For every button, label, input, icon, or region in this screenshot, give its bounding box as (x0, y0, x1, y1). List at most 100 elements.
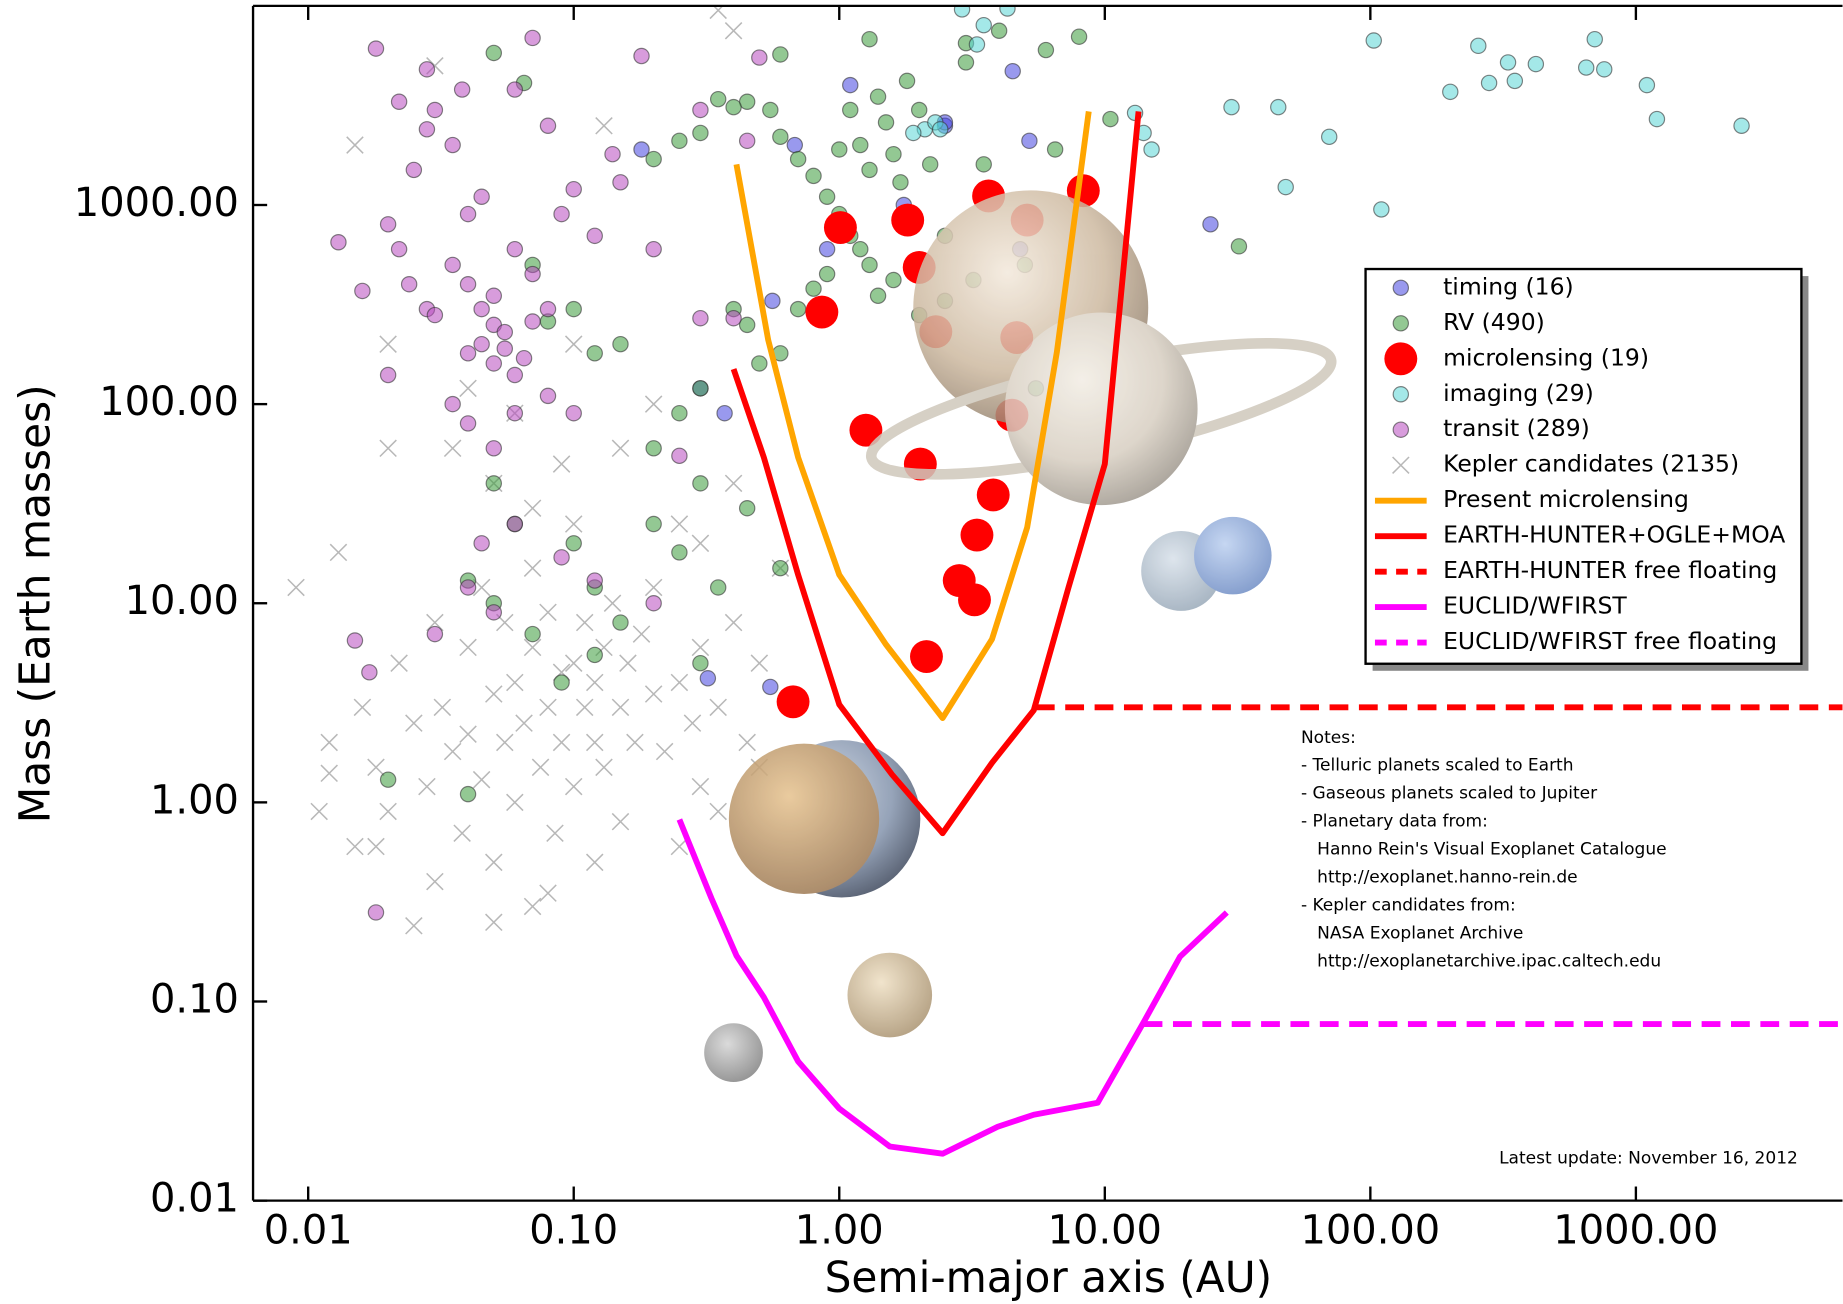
kepler-marker (426, 872, 444, 891)
update-note: Latest update: November 16, 2012 (1499, 1148, 1798, 1168)
point (367, 904, 385, 921)
legend-label: Present microlensing (1443, 485, 1689, 513)
kepler-marker (564, 654, 583, 672)
point (418, 121, 436, 138)
kepler-marker (506, 793, 524, 812)
kepler-marker (626, 733, 644, 752)
y-tick-label: 1000.00 (74, 180, 239, 226)
kepler-marker (595, 758, 613, 777)
point (1577, 59, 1595, 76)
point (633, 141, 650, 158)
point (1527, 55, 1545, 73)
point (892, 174, 909, 191)
kepler-marker (523, 638, 542, 657)
kepler-marker (472, 770, 491, 789)
x-tick-label: 1.00 (795, 1207, 884, 1253)
point (1230, 238, 1248, 255)
kepler-marker (367, 837, 385, 856)
point (379, 771, 397, 788)
point (975, 156, 992, 173)
kepler-marker (472, 578, 491, 597)
note-line: - Telluric planets scaled to Earth (1301, 756, 1574, 776)
kepler-marker (379, 802, 397, 821)
point (910, 640, 943, 673)
kepler-marker (329, 543, 348, 562)
point (818, 188, 836, 205)
kepler-marker (709, 5, 727, 20)
axes (251, 4, 1843, 1202)
point (496, 323, 514, 341)
kepler-marker (670, 515, 689, 533)
point (877, 114, 895, 131)
point (426, 625, 444, 643)
point (379, 366, 397, 384)
kepler-marker (459, 379, 477, 398)
point (539, 117, 557, 134)
point (485, 440, 503, 457)
kepler-marker (670, 673, 689, 692)
kepler-marker (564, 515, 583, 533)
legend-marker (1392, 315, 1410, 332)
kepler-marker (287, 578, 305, 597)
point (444, 256, 461, 274)
point (346, 632, 364, 649)
point (891, 203, 925, 237)
point (869, 88, 887, 105)
point (671, 405, 688, 422)
point (968, 36, 986, 53)
curve (676, 818, 1229, 1157)
point (459, 785, 477, 803)
point (999, 5, 1016, 17)
kepler-marker (595, 116, 613, 135)
legend-label: EARTH-HUNTER+OGLE+MOA (1443, 521, 1785, 549)
point (772, 128, 789, 146)
point (361, 664, 378, 681)
legend-label: Kepler candidates (2135) (1443, 450, 1739, 478)
point (898, 72, 916, 90)
kepler-marker (670, 837, 689, 856)
note-line: http://exoplanet.hanno-rein.de (1301, 868, 1578, 888)
legend: timing (16) RV (490) microlensing (19) imag… (1364, 267, 1809, 671)
kepler-marker (552, 733, 571, 752)
kepler-marker (418, 777, 436, 796)
kepler-marker (611, 812, 630, 831)
point (405, 161, 423, 179)
point (818, 240, 836, 258)
point (524, 265, 541, 283)
kepler-marker (552, 455, 571, 473)
kepler-marker (390, 654, 408, 672)
point (861, 161, 878, 179)
point (1102, 110, 1119, 128)
kepler-marker (564, 777, 583, 796)
point (586, 345, 603, 362)
point (842, 76, 859, 94)
point (1442, 83, 1459, 101)
point (716, 405, 733, 422)
point (869, 287, 887, 305)
kepler-marker (724, 613, 743, 632)
point (910, 101, 928, 119)
point (506, 515, 524, 533)
point (958, 583, 991, 617)
point (645, 515, 662, 533)
point (831, 141, 848, 158)
point (565, 181, 582, 198)
point (692, 101, 709, 119)
point (776, 685, 810, 719)
point (330, 234, 347, 251)
point (738, 316, 756, 334)
point (849, 413, 883, 447)
legend-label: transit (289) (1443, 414, 1590, 442)
point (1070, 28, 1088, 45)
point (1046, 141, 1064, 158)
x-tick-label: 0.10 (529, 1207, 618, 1253)
point (354, 282, 371, 300)
point (885, 271, 902, 289)
point (842, 101, 859, 119)
legend-marker (1384, 342, 1418, 376)
kepler-marker (750, 654, 769, 672)
point (645, 150, 662, 168)
point (612, 335, 629, 353)
kepler-marker (683, 714, 702, 732)
note-line: NASA Exoplanet Archive (1301, 923, 1523, 943)
